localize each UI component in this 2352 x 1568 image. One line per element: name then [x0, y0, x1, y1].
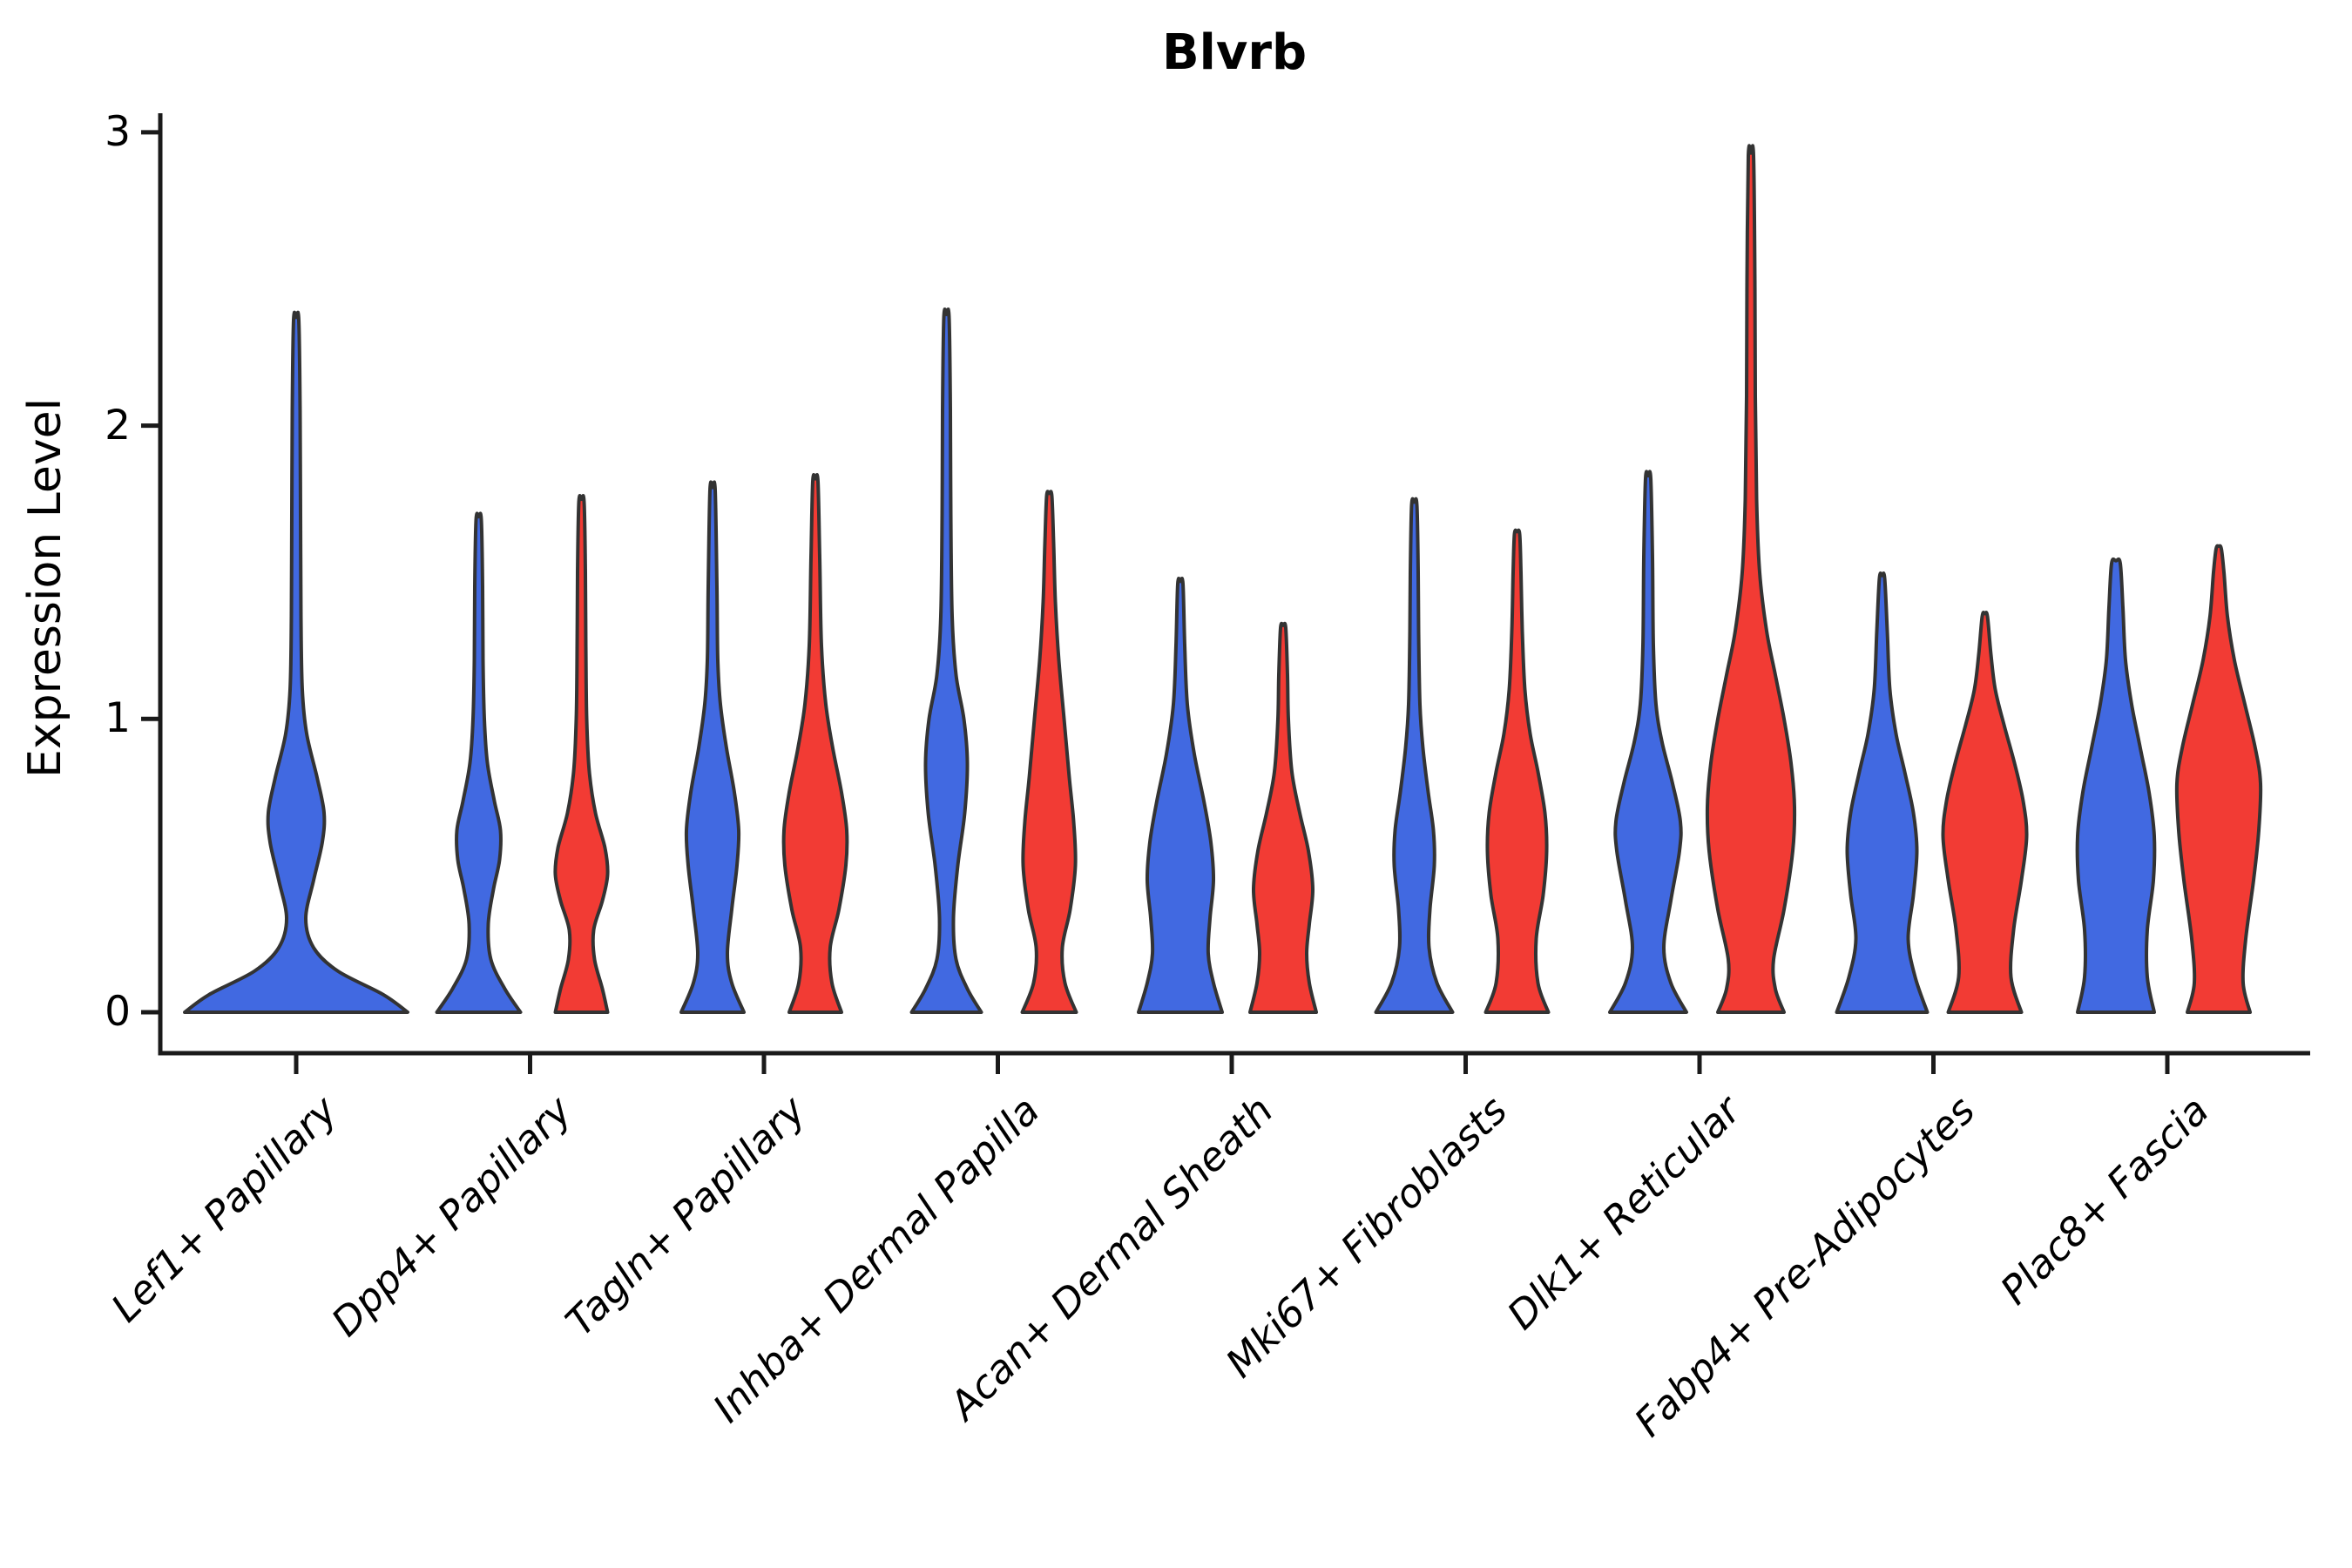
violin-blue-tagln-papillary — [679, 480, 746, 1014]
y-tick-label-2: 2 — [105, 401, 131, 449]
violin-red-tagln-papillary — [781, 473, 849, 1014]
violin-red-mki67-fibroblasts — [1484, 528, 1551, 1014]
violin-red-acan-dermal-sheath — [1248, 621, 1318, 1014]
violin-blue-inhba-dermal-papilla — [909, 307, 983, 1014]
violin-red-inhba-dermal-papilla — [1020, 490, 1078, 1014]
y-tick-label-1: 1 — [105, 694, 131, 743]
violin-blue-fabp4-pre-adipocytes — [1835, 571, 1930, 1014]
violin-blue-plac8-fascia — [2075, 557, 2157, 1014]
violin-blue-dpp4-papillary — [435, 511, 523, 1014]
violin-red-fabp4-pre-adipocytes — [1941, 611, 2029, 1014]
violin-red-dpp4-papillary — [553, 494, 610, 1014]
violin-blue-acan-dermal-sheath — [1137, 577, 1224, 1014]
violin-red-dlk1-reticular — [1705, 144, 1797, 1014]
chart-title: Blvrb — [1161, 24, 1308, 81]
y-tick-label-0: 0 — [105, 988, 131, 1036]
violin-red-plac8-fascia — [2174, 544, 2263, 1014]
violin-blue-mki67-fibroblasts — [1374, 497, 1455, 1014]
violin-blue-dlk1-reticular — [1608, 470, 1688, 1014]
y-axis-label: Expression Level — [19, 397, 71, 779]
y-tick-label-3: 3 — [105, 107, 131, 156]
violin-blue-lef1-papillary — [183, 310, 409, 1014]
